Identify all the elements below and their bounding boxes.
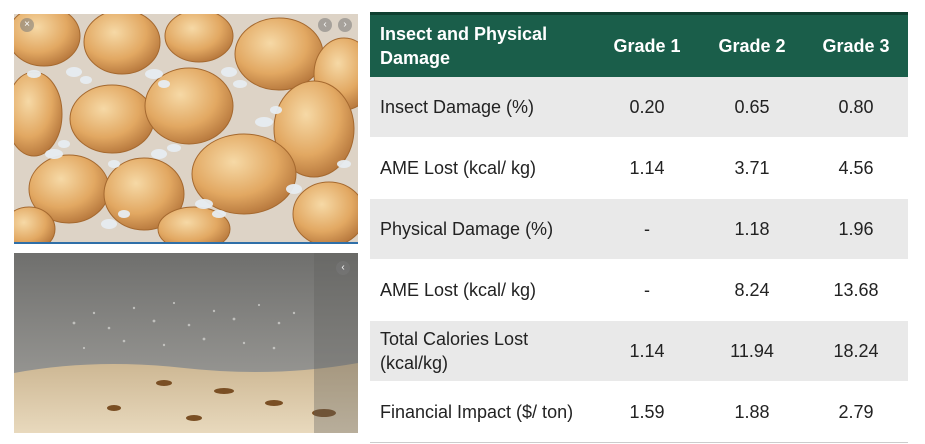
table-cell: 11.94 bbox=[700, 320, 804, 382]
table-cell: 3.71 bbox=[700, 137, 804, 199]
row-label-financial-impact: Financial Impact ($/ ton) bbox=[370, 381, 594, 443]
grain-kernels-photo: × ‹ › bbox=[14, 14, 358, 244]
row-label-insect-damage: Insect Damage (%) bbox=[370, 77, 594, 138]
damage-grades-table: Insect and Physical Damage Grade 1 Grade… bbox=[370, 12, 908, 443]
table-cell: 1.18 bbox=[700, 198, 804, 260]
chevron-left-icon[interactable]: ‹ bbox=[336, 261, 350, 275]
table-cell: 1.88 bbox=[700, 381, 804, 443]
table-row: Financial Impact ($/ ton) 1.59 1.88 2.79 bbox=[370, 381, 908, 443]
table-row: Total Calories Lost (kcal/kg) 1.14 11.94… bbox=[370, 320, 908, 382]
row-label-total-calories-lost: Total Calories Lost (kcal/kg) bbox=[370, 320, 594, 382]
table-row: AME Lost (kcal/ kg) 1.14 3.71 4.56 bbox=[370, 137, 908, 199]
table-cell: 18.24 bbox=[804, 320, 908, 382]
table-cell: 8.24 bbox=[700, 259, 804, 321]
table-cell: 0.80 bbox=[804, 77, 908, 138]
table-header-row: Insect and Physical Damage Grade 1 Grade… bbox=[370, 12, 908, 77]
table-row: Physical Damage (%) - 1.18 1.96 bbox=[370, 198, 908, 260]
table-row: Insect Damage (%) 0.20 0.65 0.80 bbox=[370, 77, 908, 138]
damaged-grain-container-image bbox=[14, 253, 358, 433]
row-label-ame-lost-physical: AME Lost (kcal/ kg) bbox=[370, 259, 594, 321]
row-label-physical-damage: Physical Damage (%) bbox=[370, 198, 594, 260]
table-cell: 1.96 bbox=[804, 198, 908, 260]
table-cell: - bbox=[594, 259, 700, 321]
table-row: AME Lost (kcal/ kg) - 8.24 13.68 bbox=[370, 259, 908, 321]
column-header-grade-2: Grade 2 bbox=[700, 12, 804, 77]
grain-kernels-image bbox=[14, 14, 358, 242]
table-cell: 4.56 bbox=[804, 137, 908, 199]
damaged-grain-container-photo: ‹ bbox=[14, 253, 358, 433]
chevron-left-icon[interactable]: ‹ bbox=[318, 18, 332, 32]
table-cell: 1.14 bbox=[594, 320, 700, 382]
table-cell: 0.20 bbox=[594, 77, 700, 138]
close-icon[interactable]: × bbox=[20, 18, 34, 32]
column-header-grade-3: Grade 3 bbox=[804, 12, 908, 77]
row-label-ame-lost-insect: AME Lost (kcal/ kg) bbox=[370, 137, 594, 199]
table-cell: - bbox=[594, 198, 700, 260]
table-cell: 2.79 bbox=[804, 381, 908, 443]
table-cell: 1.59 bbox=[594, 381, 700, 443]
table-cell: 0.65 bbox=[700, 77, 804, 138]
table-cell: 1.14 bbox=[594, 137, 700, 199]
column-header-grade-1: Grade 1 bbox=[594, 12, 700, 77]
chevron-right-icon[interactable]: › bbox=[338, 18, 352, 32]
column-header-category: Insect and Physical Damage bbox=[370, 12, 594, 77]
table-cell: 13.68 bbox=[804, 259, 908, 321]
